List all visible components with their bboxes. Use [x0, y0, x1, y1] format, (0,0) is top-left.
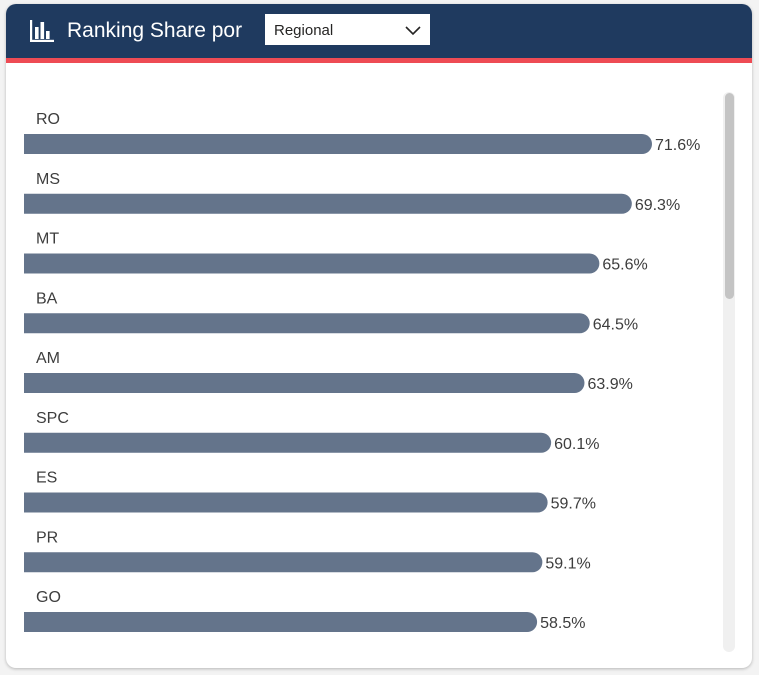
bar[interactable]: [24, 193, 632, 214]
category-label: PR: [36, 529, 58, 546]
bar-group[interactable]: RO 71.6%: [24, 111, 700, 154]
dimension-dropdown[interactable]: Regional: [265, 14, 430, 45]
bar[interactable]: [24, 612, 538, 632]
page-title: Ranking Share por: [67, 19, 243, 42]
bar-group[interactable]: MS 69.3%: [24, 171, 680, 214]
data-label: 59.1%: [545, 555, 590, 572]
data-label: 58.5%: [540, 615, 585, 632]
bar-group[interactable]: AM 63.9%: [24, 350, 633, 393]
data-label: 69.3%: [635, 197, 680, 214]
category-label: ES: [36, 470, 57, 487]
card-header: Ranking Share por Regional: [6, 4, 752, 58]
category-label: BA: [36, 290, 58, 307]
data-label: 65.6%: [602, 257, 647, 274]
category-label: GO: [36, 589, 61, 606]
data-label: 60.1%: [554, 436, 599, 453]
data-label: 71.6%: [655, 137, 700, 154]
bar-group[interactable]: GO 58.5%: [24, 589, 585, 632]
bar-group[interactable]: PR 59.1%: [24, 529, 591, 573]
bar[interactable]: [24, 313, 590, 334]
bar-chart: RO 71.6% MS 69.3% MT 65.6% BA 64.5% AM 63.9% SPC 60…: [24, 111, 700, 632]
bar[interactable]: [24, 492, 548, 513]
chevron-down-icon: [405, 26, 421, 36]
category-label: AM: [36, 350, 60, 367]
bar-group[interactable]: ES 59.7%: [24, 470, 596, 513]
category-label: RO: [36, 111, 60, 128]
chart-card: Ranking Share por Regional RO 71.6% MS 69.3…: [6, 4, 752, 668]
bar-group[interactable]: BA 64.5%: [24, 290, 638, 334]
bar-group[interactable]: MT 65.6%: [24, 231, 648, 274]
header-accent-line: [6, 58, 752, 63]
data-label: 59.7%: [551, 496, 596, 513]
bar[interactable]: [24, 134, 652, 154]
bar[interactable]: [24, 432, 552, 453]
bar[interactable]: [24, 253, 600, 274]
data-label: 63.9%: [587, 376, 632, 393]
scrollbar-thumb[interactable]: [725, 93, 734, 299]
bar-group[interactable]: SPC 60.1%: [24, 410, 600, 453]
category-label: SPC: [36, 410, 69, 427]
dropdown-selected-value: Regional: [274, 22, 334, 39]
category-label: MT: [36, 231, 59, 248]
bar[interactable]: [24, 552, 543, 573]
category-label: MS: [36, 171, 60, 188]
bar[interactable]: [24, 373, 585, 393]
bar-chart-icon: [30, 20, 54, 42]
data-label: 64.5%: [593, 316, 638, 333]
